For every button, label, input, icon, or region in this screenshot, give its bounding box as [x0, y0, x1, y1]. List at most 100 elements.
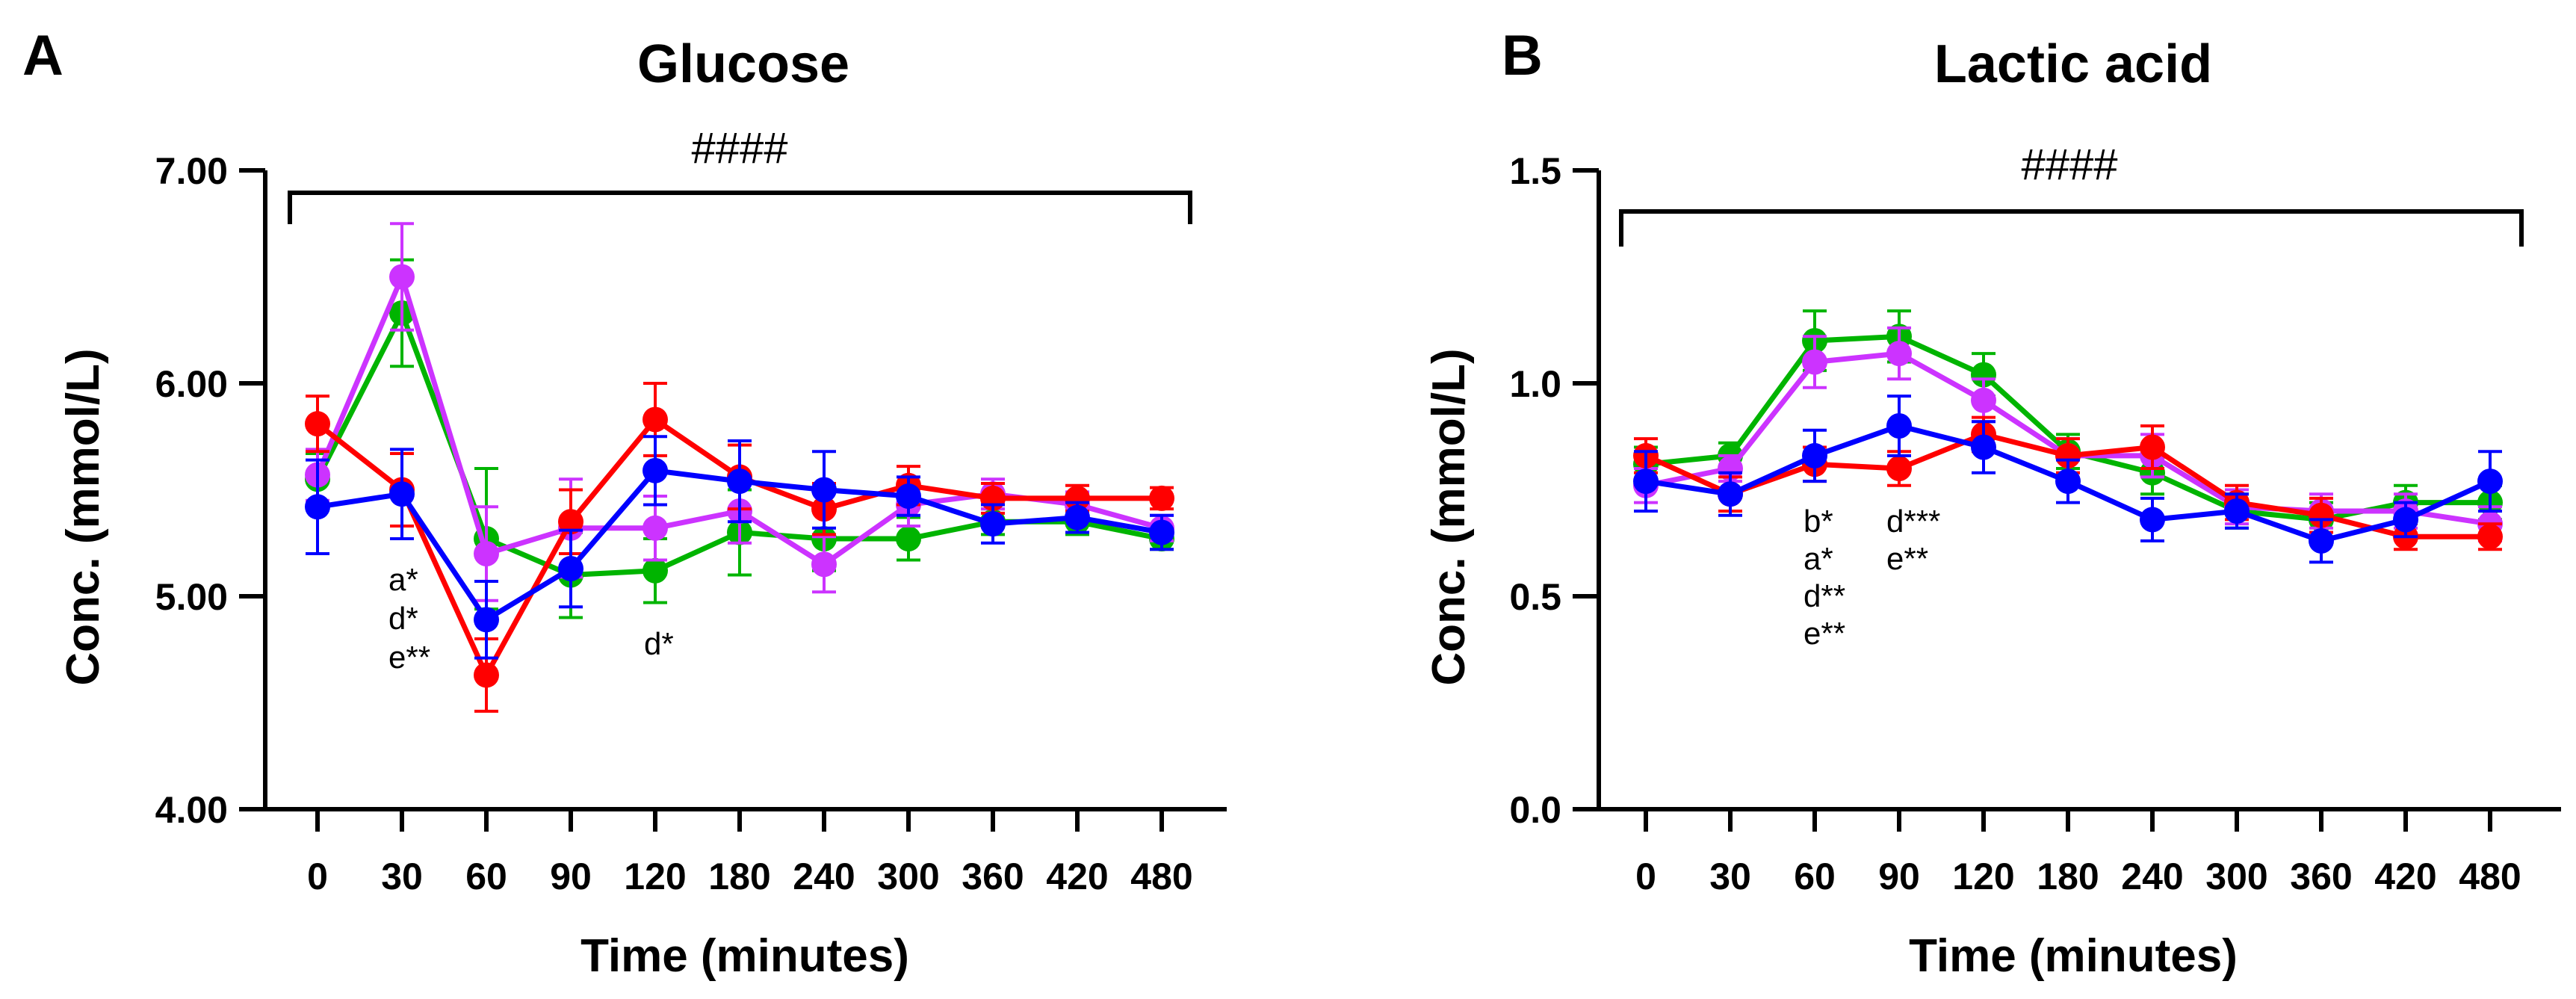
data-point: [727, 468, 752, 495]
data-point: [1886, 413, 1912, 439]
annotation-line: e**: [1886, 541, 1928, 576]
significance-bracket: [288, 191, 1192, 224]
data-point: [1802, 349, 1827, 375]
data-point: [305, 411, 330, 437]
data-point: [1149, 519, 1174, 545]
x-tick-label: 420: [1046, 856, 1108, 897]
y-tick-label: 1.0: [1509, 363, 1561, 405]
data-point: [474, 662, 499, 688]
x-tick-label: 0: [307, 856, 328, 897]
data-point: [389, 481, 415, 507]
data-point: [474, 541, 499, 566]
y-ticks-lactic-acid: 0.0 0.5 1.0 1.5: [1509, 150, 1599, 831]
data-point: [2309, 502, 2334, 528]
panel-letter-a: A: [22, 24, 64, 87]
y-ticks-glucose: 4.00 5.00 6.00 7.00: [155, 150, 265, 831]
data-point: [643, 515, 668, 541]
significance-marker: ####: [691, 124, 787, 173]
panel-letter-b: B: [1502, 24, 1543, 87]
annotation-line: d**: [1803, 578, 1845, 613]
x-tick-label: 120: [1952, 856, 2014, 897]
annotation-line: a*: [388, 562, 418, 597]
y-tick-label: 0.0: [1509, 789, 1561, 831]
data-point: [1802, 442, 1827, 468]
series-group-lactic-acid: [1633, 309, 2503, 564]
x-tick-label: 360: [962, 856, 1024, 897]
data-point: [558, 509, 583, 535]
data-point: [896, 483, 921, 510]
annotation-line: d***: [1886, 504, 1940, 539]
y-tick-label: 6.00: [155, 363, 228, 405]
x-tick-label: 360: [2290, 856, 2352, 897]
data-point: [1065, 504, 1090, 531]
data-point: [643, 457, 668, 483]
x-tick-label: 480: [2459, 856, 2521, 897]
data-point: [2055, 442, 2081, 468]
data-point: [1633, 468, 1659, 495]
y-tick-label: 7.00: [155, 150, 228, 192]
x-tick-label: 240: [2121, 856, 2183, 897]
x-tick-label: 180: [708, 856, 770, 897]
data-point: [389, 264, 415, 290]
glucose-panel: A Glucose Conc. (mmol/L) Time (minutes) …: [22, 24, 1227, 982]
x-tick-label: 90: [550, 856, 592, 897]
data-point: [2224, 498, 2250, 524]
x-tick-label: 300: [877, 856, 939, 897]
significance-bracket: [1619, 209, 2524, 247]
data-point: [2309, 528, 2334, 554]
y-axis-label-glucose: Conc. (mmol/L): [58, 348, 109, 685]
data-point: [643, 557, 668, 584]
x-tick-label: 420: [2374, 856, 2436, 897]
data-point: [1971, 434, 1996, 460]
data-point: [474, 607, 499, 633]
data-point: [1149, 485, 1174, 511]
data-point: [811, 551, 837, 578]
data-point: [2477, 468, 2503, 495]
data-point: [2140, 434, 2165, 460]
y-tick-label: 5.00: [155, 576, 228, 618]
data-point: [1886, 341, 1912, 367]
x-tick-label: 90: [1878, 856, 1920, 897]
data-point: [2055, 468, 2081, 495]
data-point: [1718, 456, 1743, 481]
x-tick-label: 60: [465, 856, 507, 897]
lactic-acid-panel: B Lactic acid Conc. (mmol/L) Time (minut…: [1423, 24, 2561, 982]
data-point: [305, 494, 330, 520]
x-ticks-lactic-acid: 0 30 60 90 120 180 240 300 360 420 480: [1635, 809, 2521, 897]
x-tick-label: 0: [1635, 856, 1656, 897]
y-axis-label-lactic-acid: Conc. (mmol/L): [1423, 348, 1475, 685]
data-point: [643, 406, 668, 433]
y-tick-label: 1.5: [1509, 150, 1561, 192]
x-axis-label-lactic-acid: Time (minutes): [1909, 930, 2238, 982]
data-point: [1971, 387, 1996, 413]
annotation-line: e**: [388, 640, 430, 675]
annotation-line: b*: [1803, 504, 1833, 539]
data-point: [896, 526, 921, 552]
data-point: [2140, 507, 2165, 533]
x-ticks-glucose: 0 30 60 90 120 180 240 300 360 420 480: [307, 809, 1193, 897]
data-point: [1718, 481, 1743, 507]
data-point: [2393, 507, 2418, 533]
x-tick-label: 180: [2037, 856, 2099, 897]
y-tick-label: 0.5: [1509, 576, 1561, 618]
x-tick-label: 30: [1709, 856, 1751, 897]
annotation-line: a*: [1803, 541, 1833, 576]
x-axis-label-glucose: Time (minutes): [580, 930, 909, 982]
x-tick-label: 60: [1794, 856, 1836, 897]
data-point: [1886, 456, 1912, 481]
x-tick-label: 480: [1130, 856, 1192, 897]
data-point: [1971, 362, 1996, 388]
data-point: [1065, 485, 1090, 511]
data-point: [811, 477, 837, 503]
data-point: [2477, 524, 2503, 550]
data-point: [558, 555, 583, 581]
chart-title-glucose: Glucose: [637, 34, 849, 94]
annotation-line: d*: [644, 626, 674, 661]
x-tick-label: 300: [2205, 856, 2267, 897]
data-point: [980, 511, 1006, 537]
annotation-line: e**: [1803, 616, 1845, 651]
x-tick-label: 240: [793, 856, 855, 897]
x-tick-label: 30: [381, 856, 423, 897]
series-group-glucose: [305, 222, 1174, 713]
